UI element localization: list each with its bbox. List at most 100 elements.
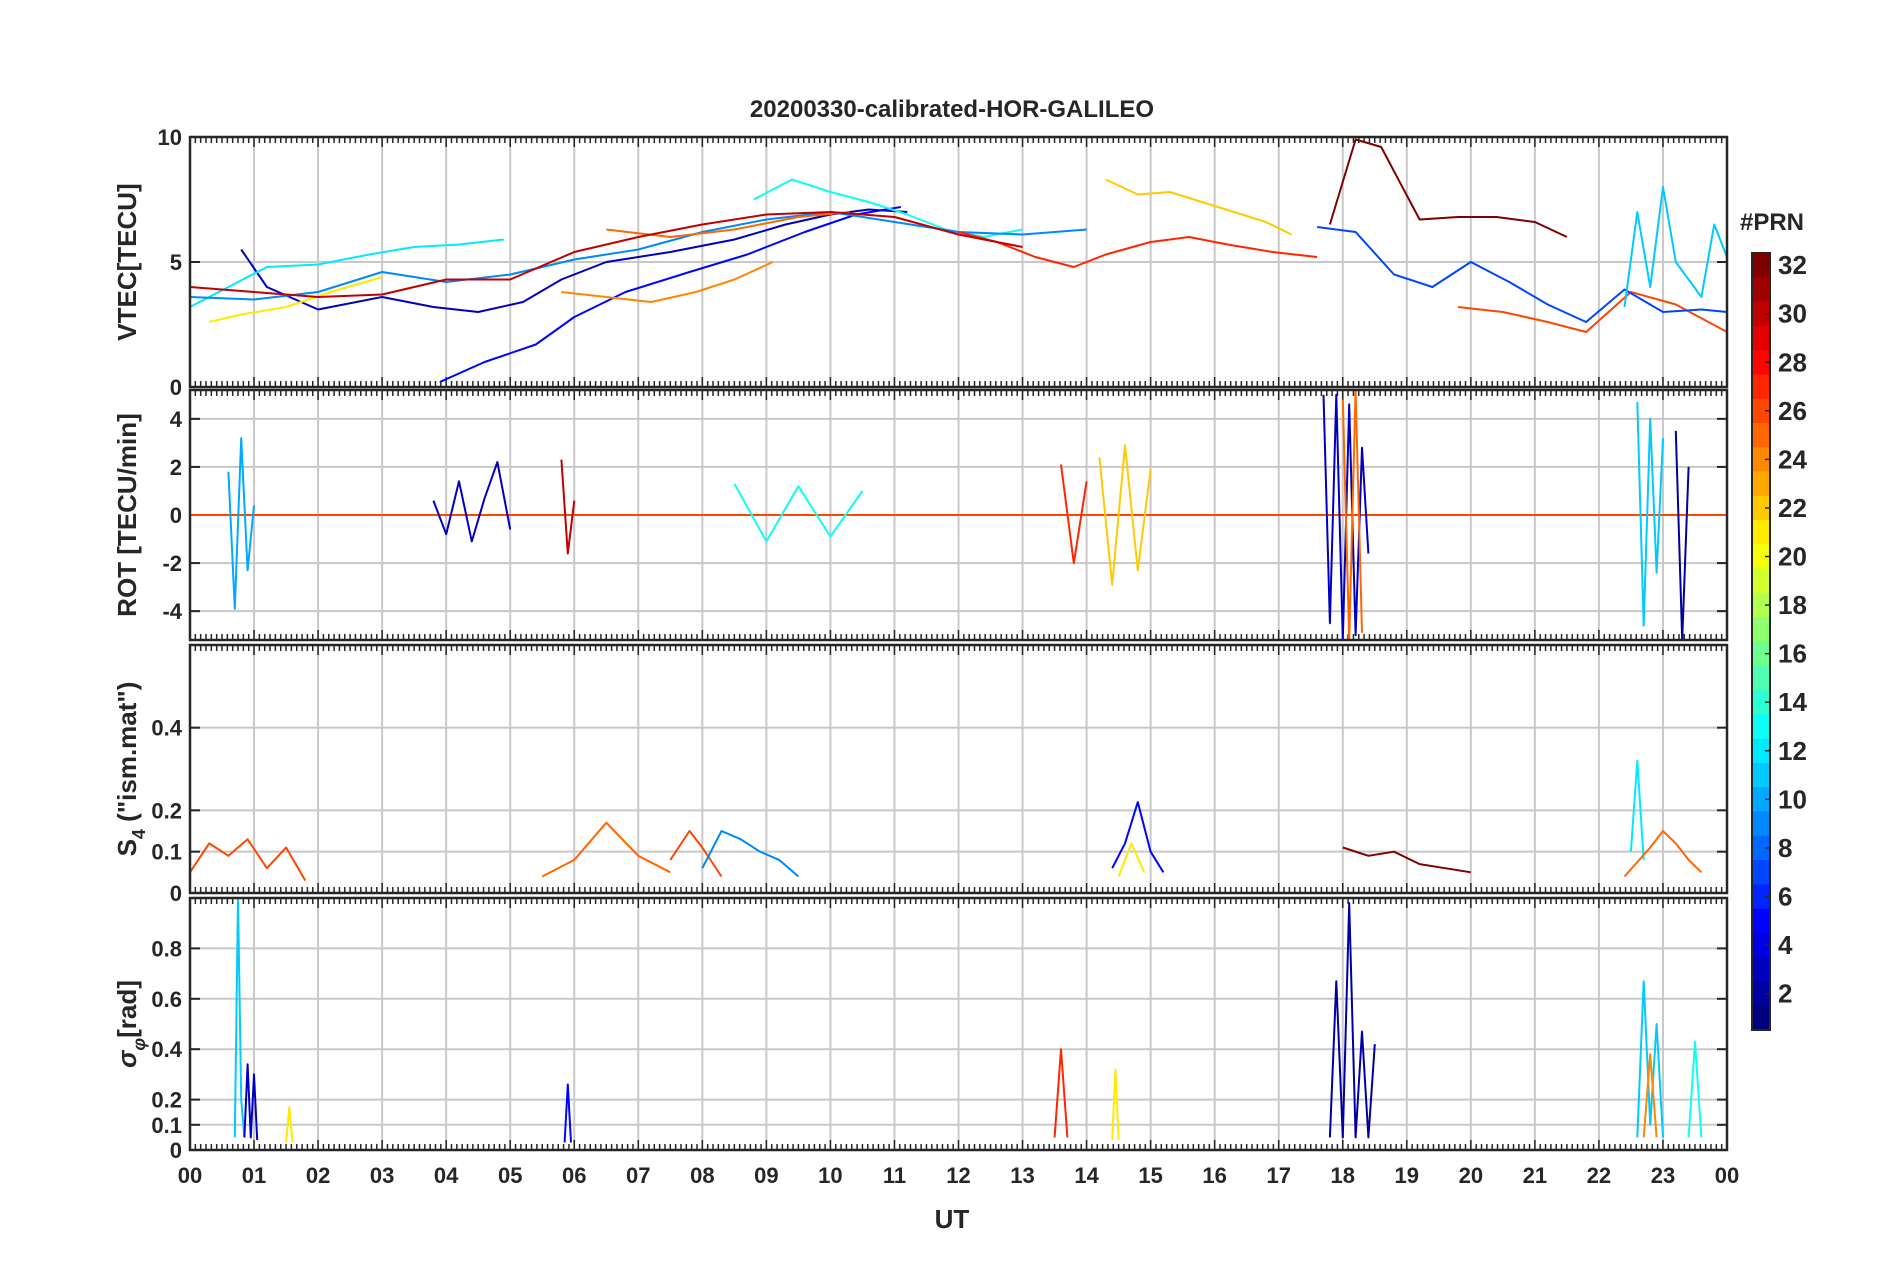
series-line-prn-13	[1687, 1040, 1703, 1138]
series-line-prn-5	[439, 206, 902, 383]
series-line-prn-3	[243, 1063, 259, 1140]
x-tick-label: 10	[818, 1163, 842, 1188]
colorbar-tick-label: 10	[1778, 784, 1807, 814]
colorbar-cell	[1752, 398, 1770, 424]
series-line-prn-13	[753, 178, 1023, 238]
colorbar-frame	[1751, 252, 1771, 1031]
colorbar-cell	[1752, 762, 1770, 788]
series-line-prn-11	[1636, 401, 1664, 627]
series-line-prn-32	[1342, 846, 1471, 874]
y-tick-label: 0	[170, 375, 182, 400]
series-line-prn-10	[227, 437, 255, 610]
x-tick-label: 06	[562, 1163, 586, 1188]
panel-vtec: 0 5 10 VTEC[TECU]	[112, 125, 1729, 400]
y-axis-label: S4 ("ism.mat")	[112, 682, 149, 857]
colorbar-cell	[1752, 981, 1770, 1007]
colorbar-cell	[1752, 374, 1770, 400]
x-tick-label: 17	[1266, 1163, 1290, 1188]
chart-title: 20200330-calibrated-HOR-GALILEO	[750, 96, 1154, 123]
x-tick-label: 07	[626, 1163, 650, 1188]
x-tick-label: 12	[946, 1163, 970, 1188]
series-line-prn-26	[1457, 291, 1727, 333]
colorbar-cell	[1752, 908, 1770, 934]
colorbar-cell	[1752, 641, 1770, 667]
x-axis: 00 01 02 03 04 05 06 07 08 09 10 11 12 13 14 15 16 17 18 19…	[178, 1163, 1739, 1188]
series-line-prn-26	[190, 838, 307, 882]
y-tick-label: 2	[170, 455, 182, 480]
series-line-prn-5	[563, 1083, 572, 1143]
series-line-prn-24	[1642, 1053, 1658, 1138]
colorbar-cell	[1752, 932, 1770, 958]
colorbar-tick-label: 26	[1778, 396, 1807, 426]
series-line-prn-25	[541, 821, 671, 878]
x-tick-label: 15	[1138, 1163, 1162, 1188]
y-tick-label: 5	[170, 250, 182, 275]
colorbar-tick-label: 20	[1778, 542, 1807, 572]
series-line-prn-11	[233, 898, 246, 1138]
x-tick-label: 18	[1331, 1163, 1355, 1188]
x-tick-label: 03	[370, 1163, 394, 1188]
y-tick-label: 0	[170, 881, 182, 906]
series-line-prn-27	[1053, 1048, 1069, 1138]
y-axis-label: VTEC[TECU]	[112, 183, 142, 340]
colorbar-cell	[1752, 714, 1770, 740]
series-line-prn-21	[208, 276, 383, 323]
y-axis-label: σφ[rad]	[112, 980, 149, 1068]
series-line-prn-11	[1623, 186, 1727, 308]
colorbar-cell	[1752, 884, 1770, 910]
x-tick-label: 05	[498, 1163, 522, 1188]
colorbar-cell	[1752, 1005, 1770, 1031]
colorbar-cell	[1752, 447, 1770, 473]
panel-sigma_phi: 00.10.2 0.4 0.6 0.8σφ[rad]	[112, 896, 1729, 1163]
x-axis-label: UT	[935, 1204, 970, 1234]
y-tick-label: 0.8	[151, 936, 182, 961]
colorbar-cell	[1752, 738, 1770, 764]
colorbar-cell	[1752, 568, 1770, 594]
x-tick-label: 04	[434, 1163, 459, 1188]
x-tick-label: 09	[754, 1163, 778, 1188]
colorbar-label: #PRN	[1740, 209, 1804, 236]
colorbar-tick-label: 4	[1778, 930, 1793, 960]
series-group	[233, 898, 1703, 1143]
colorbar-cell	[1752, 350, 1770, 375]
colorbar-tick-label: 14	[1778, 687, 1807, 717]
series-line-prn-22	[1105, 178, 1292, 236]
series-line-prn-25	[1623, 830, 1703, 878]
series-line-prn-9	[701, 830, 800, 878]
y-axis-label: ROT [TECU/min]	[112, 413, 142, 617]
x-tick-label: 13	[1010, 1163, 1034, 1188]
colorbar-tick-label: 30	[1778, 299, 1807, 329]
x-tick-label: 08	[690, 1163, 714, 1188]
panel-rot: -4 -2 0 2 4 ROT [TECU/min]	[112, 388, 1729, 642]
y-tick-label: -2	[162, 551, 182, 576]
y-tick-label: 0	[170, 1138, 182, 1163]
colorbar-cell	[1752, 690, 1770, 715]
colorbar-tick-label: 32	[1778, 250, 1807, 280]
colorbar-tick-label: 28	[1778, 347, 1807, 377]
series-line-prn-27	[958, 231, 1318, 268]
colorbar-tick-label: 22	[1778, 493, 1807, 523]
x-tick-label: 02	[306, 1163, 330, 1188]
colorbar-tick-label: 16	[1778, 639, 1807, 669]
y-tick-label: 0.1	[151, 840, 182, 865]
series-line-prn-24	[561, 261, 774, 303]
series-line-prn-21	[285, 1106, 294, 1143]
colorbar-cell	[1752, 301, 1770, 327]
x-tick-label: 20	[1459, 1163, 1483, 1188]
y-tick-label: 4	[170, 407, 183, 432]
series-line-prn-3	[432, 461, 512, 543]
colorbar-cell	[1752, 422, 1770, 448]
colorbar-tick-label: 24	[1778, 444, 1807, 474]
colorbar-cell	[1752, 592, 1770, 618]
colorbar-tick-label: 12	[1778, 736, 1807, 766]
series-line-prn-2	[1674, 430, 1690, 640]
y-tick-label: 0.4	[151, 1037, 182, 1062]
colorbar-cell	[1752, 520, 1770, 545]
colorbar-cell	[1752, 811, 1770, 837]
x-tick-label: 00	[178, 1163, 202, 1188]
colorbar-tick-label: 18	[1778, 590, 1807, 620]
series-line-prn-5	[1111, 801, 1165, 873]
colorbar-cell	[1752, 325, 1770, 351]
